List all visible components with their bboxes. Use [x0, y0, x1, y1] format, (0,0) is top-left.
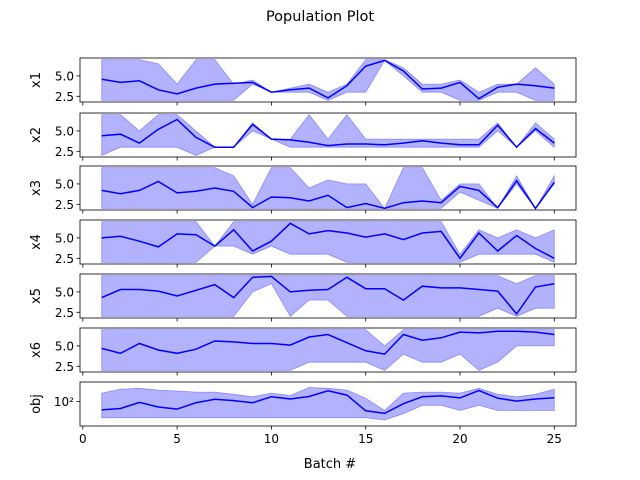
axes-frame-x3 [79, 165, 577, 211]
y-tick-label-obj: 10² [54, 395, 74, 409]
x-tick-label: 15 [358, 432, 373, 446]
y-axis-label-x4: x4 [29, 234, 44, 250]
y-tick-label-x3: 5.0 [55, 177, 74, 191]
y-axis-label-x5: x5 [29, 288, 44, 304]
y-tick-label-x3: 2.5 [55, 198, 74, 212]
figure-title: Population Plot [266, 9, 374, 25]
subplot-panels: 2.5 5.0 x1 2.5 5.0 x2 2.5 5.0 x3 2.5 5.0 x4 2.5 5.0 x5… [29, 57, 577, 446]
axes-frame-x2 [79, 112, 577, 158]
y-tick-label-x1: 5.0 [55, 69, 74, 83]
y-tick-label-x5: 2.5 [55, 306, 74, 320]
y-tick-label-x4: 5.0 [55, 231, 74, 245]
axes-frame-x1 [79, 57, 577, 103]
subplot-x2: 2.5 5.0 x2 [29, 112, 577, 161]
subplot-obj: 10² 0 5 10 15 20 25 obj [29, 381, 577, 446]
x-tick-label: 0 [79, 432, 87, 446]
range-band-x6 [101, 329, 555, 371]
subplot-x4: 2.5 5.0 x4 [29, 219, 577, 268]
mean-line-x3 [101, 179, 555, 210]
y-axis-label-x3: x3 [29, 180, 44, 196]
subplot-x1: 2.5 5.0 x1 [29, 57, 577, 106]
y-tick-label-x1: 2.5 [55, 90, 74, 104]
x-tick-label: 20 [452, 432, 467, 446]
y-axis-label-x6: x6 [29, 342, 44, 358]
y-tick-label-x4: 2.5 [55, 252, 74, 266]
y-tick-label-x6: 2.5 [55, 360, 74, 374]
x-axis-label: Batch # [304, 457, 356, 472]
mean-line-x4 [101, 222, 555, 260]
y-tick-label-x2: 2.5 [55, 145, 74, 159]
x-tick-label: 5 [173, 432, 181, 446]
subplot-x6: 2.5 5.0 x6 [29, 327, 577, 376]
subplot-x5: 2.5 5.0 x5 [29, 273, 577, 322]
x-tick-label: 25 [547, 432, 562, 446]
range-band-x3 [101, 167, 555, 210]
range-band-x1 [101, 59, 555, 101]
mean-line-x5 [101, 275, 555, 316]
axes-frame-obj [79, 381, 577, 427]
mean-line-x6 [101, 330, 555, 355]
y-axis-label-x1: x1 [29, 72, 44, 88]
mean-line-x2 [101, 118, 555, 149]
axes-frame-x4 [79, 219, 577, 265]
y-tick-label-x6: 5.0 [55, 339, 74, 353]
y-tick-label-x5: 5.0 [55, 285, 74, 299]
y-axis-label-x2: x2 [29, 127, 44, 143]
mean-line-x1 [101, 59, 555, 100]
range-band-x5 [101, 275, 555, 318]
y-axis-label-obj: obj [29, 394, 44, 414]
x-tick-label: 10 [264, 432, 279, 446]
axes-frame-x5 [79, 273, 577, 319]
y-tick-label-x2: 5.0 [55, 124, 74, 138]
range-band-x2 [101, 113, 555, 157]
axes-frame-x6 [79, 327, 577, 373]
mean-line-obj [101, 389, 555, 415]
subplot-x3: 2.5 5.0 x3 [29, 165, 577, 214]
